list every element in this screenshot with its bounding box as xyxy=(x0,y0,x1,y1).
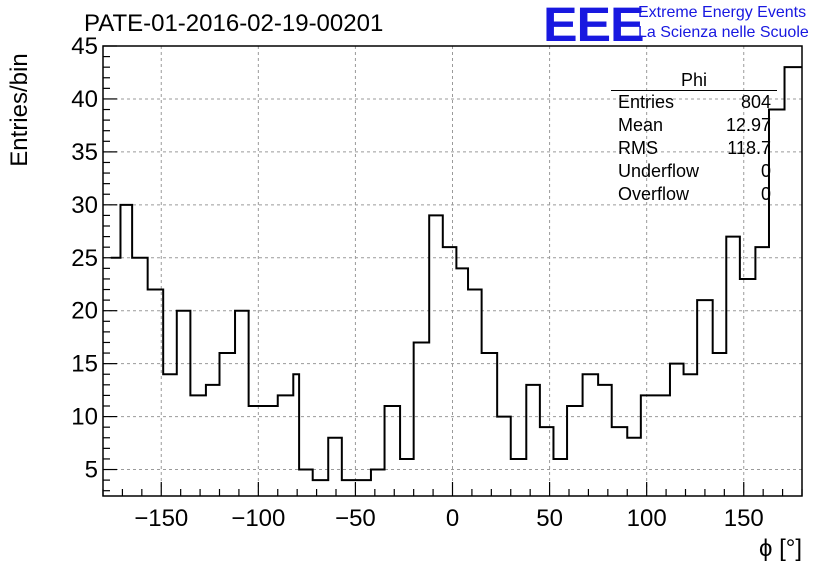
x-tick-label: −150 xyxy=(134,505,188,532)
stats-row-underflow: Underflow 0 xyxy=(611,160,777,183)
y-axis: 5 10 15 20 25 30 35 40 45 xyxy=(71,33,117,492)
stats-label: Mean xyxy=(618,115,664,135)
stats-label: Entries xyxy=(618,92,675,112)
stats-title: Phi xyxy=(611,70,777,91)
x-tick-label: 0 xyxy=(446,505,459,532)
x-tick-label: −100 xyxy=(231,505,285,532)
x-axis-label: ϕ [°] xyxy=(758,535,802,562)
x-tick-label: −50 xyxy=(335,505,376,532)
stats-value: 12.97 xyxy=(725,115,771,135)
stats-row-rms: RMS 118.7 xyxy=(611,137,777,160)
y-tick-label: 40 xyxy=(71,86,98,113)
x-tick-label: 50 xyxy=(536,505,563,532)
stats-row-entries: Entries 804 xyxy=(611,91,777,114)
stats-value: 0 xyxy=(760,184,771,204)
stats-value: 118.7 xyxy=(727,138,771,158)
stats-row-mean: Mean 12.97 xyxy=(611,114,777,137)
x-tick-label: 100 xyxy=(627,505,667,532)
grid-lines xyxy=(103,45,802,496)
stats-box: Phi Entries 804 Mean 12.97 RMS 118.7 Und… xyxy=(611,70,777,206)
histogram-series xyxy=(110,66,802,482)
stats-row-overflow: Overflow 0 xyxy=(611,183,777,206)
eee-logo-text: Extreme Energy Events La Scienza nelle S… xyxy=(638,3,809,43)
stats-label: Underflow xyxy=(618,161,700,181)
y-tick-label: 5 xyxy=(85,457,98,484)
y-tick-label: 30 xyxy=(71,192,98,219)
x-tick-label: 150 xyxy=(724,505,764,532)
stats-label: RMS xyxy=(618,138,658,158)
y-axis-label: Entries/bin xyxy=(6,53,33,167)
y-tick-label: 35 xyxy=(71,139,98,166)
y-tick-label: 45 xyxy=(71,33,98,60)
logo-line-2: La Scienza nelle Scuole xyxy=(638,24,809,41)
y-tick-label: 15 xyxy=(71,351,98,378)
y-tick-label: 10 xyxy=(71,404,98,431)
stats-label: Overflow xyxy=(618,184,690,204)
y-tick-label: 25 xyxy=(71,245,98,272)
eee-logo: EEE xyxy=(543,0,645,52)
chart-title: PATE-01-2016-02-19-00201 xyxy=(84,10,384,37)
x-axis: −150 −100 −50 0 50 100 150 xyxy=(102,482,803,532)
stats-value: 0 xyxy=(760,161,771,181)
logo-line-1: Extreme Energy Events xyxy=(638,4,807,21)
stats-value: 804 xyxy=(740,92,771,112)
y-tick-label: 20 xyxy=(71,298,98,325)
